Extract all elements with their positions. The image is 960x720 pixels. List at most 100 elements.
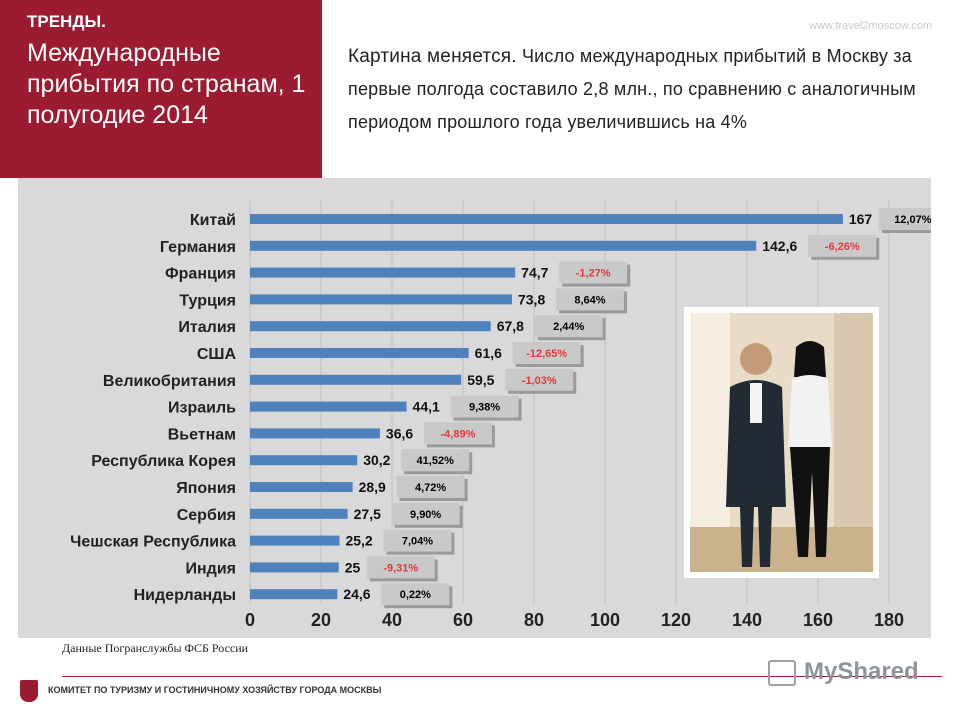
bar bbox=[250, 240, 757, 251]
change-badge bbox=[366, 556, 435, 579]
data-label: 25,2 bbox=[345, 533, 372, 549]
change-label: 0,22% bbox=[400, 589, 431, 601]
bar bbox=[250, 428, 380, 439]
category-label: США bbox=[197, 346, 237, 363]
change-badge bbox=[401, 449, 470, 472]
change-label: -1,03% bbox=[522, 375, 557, 387]
change-badge bbox=[381, 583, 450, 606]
x-tick-label: 160 bbox=[803, 610, 833, 630]
bar bbox=[250, 214, 843, 224]
bar bbox=[250, 294, 512, 305]
category-label: Индия bbox=[186, 560, 237, 577]
data-label: 73,8 bbox=[518, 291, 545, 307]
change-label: 12,07% bbox=[894, 214, 931, 226]
data-label: 61,6 bbox=[475, 345, 502, 361]
footer-divider bbox=[62, 676, 942, 677]
x-tick-label: 120 bbox=[661, 610, 691, 630]
bar bbox=[250, 374, 462, 385]
data-label: 28,9 bbox=[359, 479, 386, 495]
bar bbox=[250, 348, 469, 358]
category-label: Чешская Республика bbox=[70, 534, 236, 551]
bar bbox=[250, 482, 353, 492]
change-label: -12,65% bbox=[526, 348, 567, 360]
x-tick-label: 20 bbox=[311, 610, 331, 630]
category-label: Вьетнам bbox=[168, 426, 236, 443]
source-note: Данные Погранслужбы ФСБ России bbox=[62, 641, 249, 655]
category-label: Турция bbox=[179, 292, 236, 309]
data-label: 67,8 bbox=[497, 318, 524, 334]
category-label: Италия bbox=[178, 319, 236, 336]
change-label: 7,04% bbox=[402, 536, 433, 548]
change-badge bbox=[396, 476, 465, 498]
change-badge bbox=[534, 315, 603, 338]
intro-lead: Картина меняется. bbox=[348, 46, 517, 67]
watermark-icon bbox=[768, 660, 796, 686]
category-label: Китай bbox=[190, 212, 236, 229]
watermark-text: MyShared bbox=[804, 658, 919, 685]
change-badge bbox=[391, 502, 460, 525]
data-label: 25 bbox=[345, 559, 361, 575]
section-kicker: ТРЕНДЫ. bbox=[27, 12, 106, 31]
moscow-emblem-icon bbox=[20, 680, 38, 702]
watermark-logo: MyShared bbox=[768, 656, 928, 690]
change-label: -6,26% bbox=[825, 241, 860, 253]
x-tick-label: 60 bbox=[453, 610, 473, 630]
bar bbox=[250, 321, 491, 332]
category-label: Нидерланды bbox=[134, 587, 236, 604]
x-tick-label: 80 bbox=[524, 610, 544, 630]
change-badge bbox=[505, 368, 574, 391]
category-label: Германия bbox=[160, 239, 236, 256]
bar bbox=[250, 267, 516, 278]
category-label: Израиль bbox=[168, 400, 236, 417]
change-label: 2,44% bbox=[553, 321, 584, 333]
footer-committee: КОМИТЕТ ПО ТУРИЗМУ И ГОСТИНИЧНОМУ ХОЗЯЙС… bbox=[48, 685, 382, 695]
change-badge bbox=[450, 395, 519, 418]
intro-body: Число международных прибытий в Москву за… bbox=[348, 46, 916, 132]
change-label: 9,90% bbox=[410, 509, 441, 521]
page-title: Международные прибытия по странам, 1 пол… bbox=[27, 39, 306, 129]
change-label: 4,72% bbox=[415, 482, 446, 494]
change-badge bbox=[559, 261, 628, 284]
bar bbox=[250, 562, 339, 573]
header-banner: ТРЕНДЫ. Международные прибытия по страна… bbox=[0, 0, 322, 178]
category-label: Республика Корея bbox=[91, 453, 236, 470]
bar bbox=[250, 455, 358, 466]
intro-text: Картина меняется. Число международных пр… bbox=[348, 40, 938, 139]
bar bbox=[250, 401, 407, 412]
change-label: 9,38% bbox=[469, 402, 500, 414]
x-tick-label: 180 bbox=[874, 610, 904, 630]
x-tick-label: 40 bbox=[382, 610, 402, 630]
bar bbox=[250, 535, 340, 546]
data-label: 36,6 bbox=[386, 425, 413, 441]
change-badge bbox=[555, 288, 624, 311]
bar bbox=[250, 589, 338, 600]
data-label: 44,1 bbox=[413, 399, 440, 415]
category-label: Сербия bbox=[177, 507, 236, 524]
change-label: -4,89% bbox=[441, 428, 476, 440]
category-label: Франция bbox=[165, 266, 236, 283]
bar-chart: 0 20 40 60 80 100 120 140 160 180 Китай 167 12,07% Ге… bbox=[70, 200, 931, 630]
data-label: 30,2 bbox=[363, 452, 390, 468]
change-label: -1,27% bbox=[576, 268, 611, 280]
change-badge bbox=[423, 422, 492, 445]
data-label: 167 bbox=[849, 211, 873, 227]
photo-image bbox=[684, 307, 879, 578]
category-label: Великобритания bbox=[103, 373, 236, 390]
data-label: 24,6 bbox=[343, 586, 370, 602]
change-label: -9,31% bbox=[383, 562, 418, 574]
bar bbox=[250, 508, 348, 519]
change-badge bbox=[808, 234, 877, 257]
x-tick-label: 0 bbox=[245, 610, 255, 630]
change-label: 8,64% bbox=[574, 294, 605, 306]
data-label: 74,7 bbox=[521, 265, 548, 281]
change-badge bbox=[512, 342, 581, 364]
site-url[interactable]: www.travel2moscow.com bbox=[809, 20, 932, 32]
change-badge bbox=[383, 529, 452, 552]
data-label: 27,5 bbox=[354, 506, 381, 522]
data-label: 142,6 bbox=[762, 238, 797, 254]
change-label: 41,52% bbox=[417, 455, 455, 467]
x-tick-label: 140 bbox=[732, 610, 762, 630]
change-badge bbox=[878, 208, 931, 230]
x-tick-label: 100 bbox=[590, 610, 620, 630]
category-label: Япония bbox=[176, 480, 236, 497]
